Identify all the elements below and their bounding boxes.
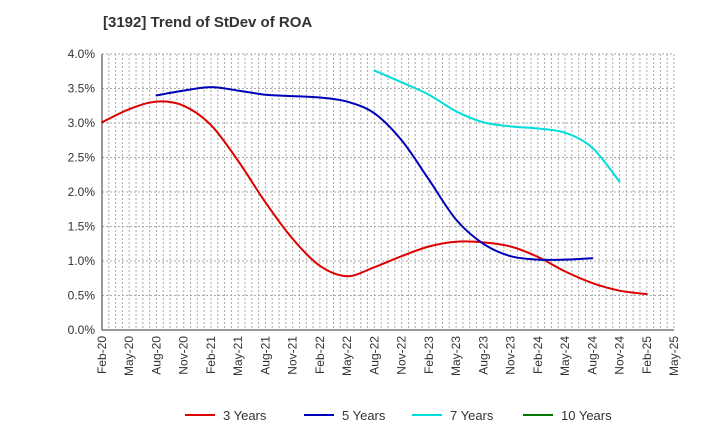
x-tick-label: Feb-25: [640, 336, 654, 374]
x-tick-label: Nov-22: [395, 336, 409, 375]
y-axis-ticks: 0.0% 0.5% 1.0% 1.5% 2.0% 2.5% 3.0% 3.5% 4.0%: [68, 47, 96, 337]
y-tick-label: 1.5%: [68, 220, 96, 234]
series-line-7-years: [373, 69, 621, 183]
series-lines: [101, 69, 648, 296]
y-tick-label: 0.5%: [68, 289, 96, 303]
x-tick-label: Aug-21: [258, 336, 272, 375]
series-line-5-years: [155, 86, 594, 261]
x-tick-label: May-25: [667, 336, 681, 376]
x-tick-label: Aug-23: [476, 336, 490, 375]
y-tick-label: 2.0%: [68, 185, 96, 199]
x-tick-label: Feb-23: [422, 336, 436, 374]
x-tick-label: Feb-24: [531, 336, 545, 374]
legend-label-7-years: 7 Years: [450, 408, 494, 423]
x-tick-label: May-21: [231, 336, 245, 376]
x-tick-label: Aug-24: [585, 336, 599, 375]
legend-label-3-years: 3 Years: [223, 408, 267, 423]
x-tick-label: May-22: [340, 336, 354, 376]
x-tick-label: Feb-21: [204, 336, 218, 374]
y-tick-label: 3.0%: [68, 116, 96, 130]
y-tick-label: 0.0%: [68, 323, 96, 337]
y-tick-label: 4.0%: [68, 47, 96, 61]
series-line-3-years: [101, 100, 648, 296]
y-tick-label: 1.0%: [68, 254, 96, 268]
x-tick-label: Nov-24: [613, 336, 627, 375]
x-tick-label: May-24: [558, 336, 572, 376]
x-tick-label: Aug-20: [149, 336, 163, 375]
axes: [101, 54, 674, 331]
x-tick-label: May-20: [122, 336, 136, 376]
x-tick-label: Feb-22: [313, 336, 327, 374]
legend-label-10-years: 10 Years: [561, 408, 612, 423]
legend: 3 Years 5 Years 7 Years 10 Years: [185, 408, 612, 423]
x-axis-ticks: Feb-20 May-20 Aug-20 Nov-20 Feb-21 May-21 Aug-…: [95, 336, 681, 376]
x-tick-label: Feb-20: [95, 336, 109, 374]
legend-label-5-years: 5 Years: [342, 408, 386, 423]
chart-title: [3192] Trend of StDev of ROA: [103, 14, 313, 31]
y-tick-label: 3.5%: [68, 82, 96, 96]
x-tick-label: May-23: [449, 336, 463, 376]
x-tick-label: Nov-23: [504, 336, 518, 375]
x-tick-label: Nov-21: [286, 336, 300, 375]
x-tick-label: Aug-22: [367, 336, 381, 375]
y-tick-label: 2.5%: [68, 151, 96, 165]
x-tick-label: Nov-20: [177, 336, 191, 375]
